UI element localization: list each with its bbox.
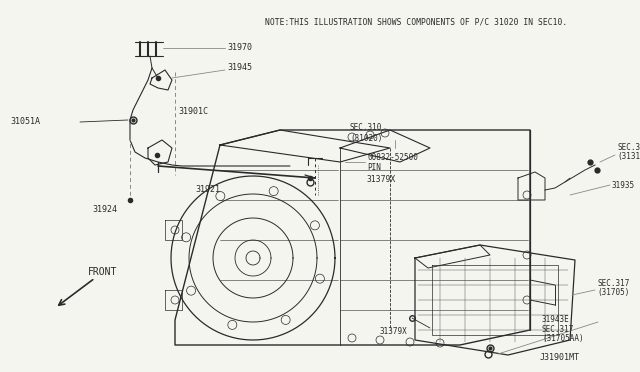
Text: PIN: PIN [367,164,381,173]
Text: (31705): (31705) [597,288,629,296]
Text: SEC.310: SEC.310 [350,124,382,132]
Text: (31310P): (31310P) [617,153,640,161]
Text: (31705AA): (31705AA) [542,334,584,343]
Text: 31921: 31921 [195,186,220,195]
Text: 31051A: 31051A [10,118,40,126]
Text: 31943E: 31943E [542,315,570,324]
Text: 31379X: 31379X [367,176,396,185]
Text: 31935: 31935 [612,180,635,189]
Text: 00832-52500: 00832-52500 [367,154,418,163]
Text: (31020): (31020) [350,134,382,142]
Text: J31901MT: J31901MT [540,353,580,362]
Text: 31924: 31924 [92,205,117,215]
Text: SEC.317: SEC.317 [542,326,574,334]
Text: 31970: 31970 [227,44,252,52]
Text: NOTE:THIS ILLUSTRATION SHOWS COMPONENTS OF P/C 31020 IN SEC10.: NOTE:THIS ILLUSTRATION SHOWS COMPONENTS … [265,17,567,26]
Text: 31945: 31945 [227,64,252,73]
Text: FRONT: FRONT [88,267,117,277]
Text: 31901C: 31901C [178,108,208,116]
Text: SEC.311: SEC.311 [617,144,640,153]
Text: SEC.317: SEC.317 [597,279,629,288]
Text: 31379X: 31379X [380,327,408,337]
